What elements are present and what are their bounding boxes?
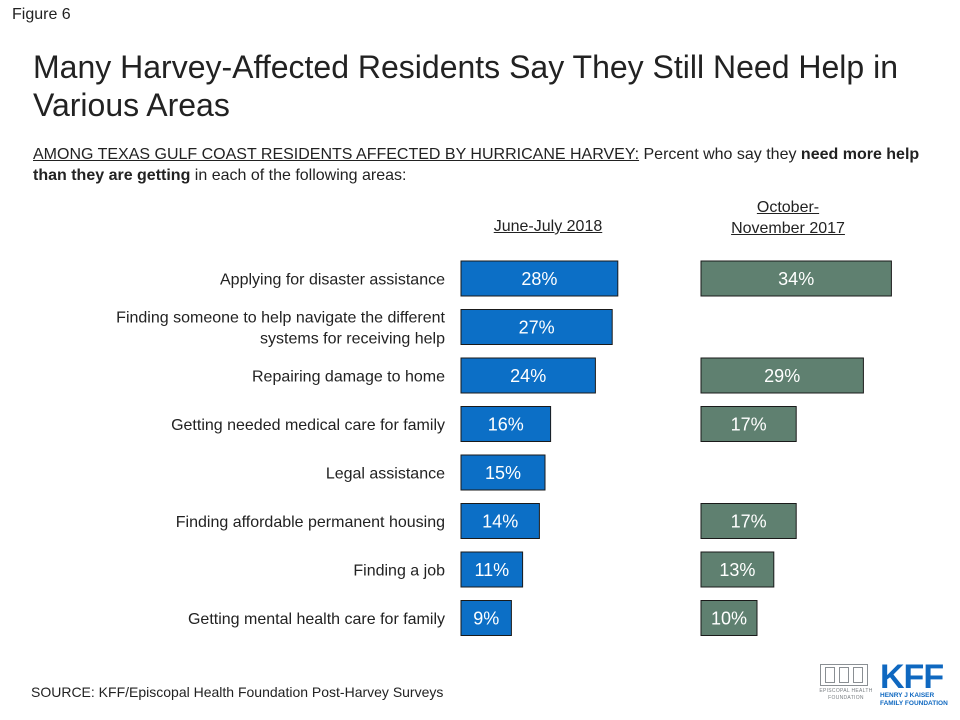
- category-label: Repairing damage to home: [252, 369, 445, 386]
- category-label: Getting needed medical care for family: [171, 417, 445, 434]
- category-label-line: Finding someone to help navigate the dif…: [116, 310, 445, 327]
- category-label-line: Legal assistance: [326, 466, 445, 483]
- series-2-header: October- November 2017: [690, 197, 886, 239]
- series-2-header-line-1: October-: [756, 199, 820, 216]
- data-label-series-1: 28%: [521, 269, 557, 289]
- data-label-series-2: 10%: [711, 609, 747, 629]
- data-label-series-1: 27%: [519, 318, 555, 338]
- category-label: Legal assistance: [326, 466, 445, 483]
- data-label-series-1: 24%: [510, 366, 546, 386]
- data-label-series-2: 17%: [731, 415, 767, 435]
- source-note: SOURCE: KFF/Episcopal Health Foundation …: [31, 684, 444, 700]
- category-label: Getting mental health care for family: [188, 611, 445, 628]
- category-label: Finding someone to help navigate the dif…: [116, 310, 445, 348]
- data-label-series-1: 11%: [474, 560, 509, 580]
- kff-logo-mark: KFF: [880, 658, 944, 696]
- category-label-line: systems for receiving help: [260, 331, 445, 348]
- ehf-logo: EPISCOPAL HEALTH FOUNDATION: [818, 664, 872, 708]
- category-label-line: Applying for disaster assistance: [220, 272, 445, 289]
- series-2-header-line-2: November 2017: [731, 220, 845, 237]
- ehf-logo-text: EPISCOPAL HEALTH FOUNDATION: [819, 688, 873, 701]
- bar-series-2: [700, 357, 864, 394]
- bar-series-1: [460, 503, 540, 539]
- category-label-line: Getting mental health care for family: [188, 611, 445, 628]
- bar-series-2: [700, 503, 797, 539]
- bar-series-1: [460, 309, 613, 345]
- bar-series-1: [460, 551, 524, 588]
- subtitle-bold: need more help than they are getting: [33, 146, 920, 184]
- data-label-series-1: 9%: [473, 609, 499, 629]
- data-label-series-2: 17%: [731, 512, 767, 532]
- data-label-series-2: 13%: [719, 560, 755, 580]
- bar-series-2: [700, 551, 775, 588]
- kff-logo: KFF HENRY J KAISER FAMILY FOUNDATION: [880, 658, 952, 712]
- data-label-series-1: 16%: [488, 415, 524, 435]
- category-label: Applying for disaster assistance: [220, 272, 445, 289]
- subtitle-text-2: in each of the following areas:: [190, 167, 407, 184]
- category-label-line: Getting needed medical care for family: [171, 417, 445, 434]
- figure-label: Figure 6: [12, 6, 71, 23]
- category-label-line: Repairing damage to home: [252, 369, 445, 386]
- bar-series-2: [700, 260, 892, 297]
- category-label-line: Finding affordable permanent housing: [176, 514, 445, 531]
- bar-series-1: [460, 454, 546, 491]
- bar-series-2: [700, 600, 758, 636]
- category-label-line: Finding a job: [353, 563, 445, 580]
- bar-series-1: [460, 260, 619, 297]
- category-label: Finding a job: [353, 563, 445, 580]
- chart-title: Many Harvey-Affected Residents Say They …: [33, 49, 898, 123]
- bar-series-1: [460, 357, 596, 394]
- category-label: Finding affordable permanent housing: [176, 514, 445, 531]
- subtitle-lead: AMONG TEXAS GULF COAST RESIDENTS AFFECTE…: [33, 146, 640, 163]
- bar-series-1: [460, 600, 512, 636]
- series-1-header: June-July 2018: [493, 218, 603, 235]
- subtitle-text-1: Percent who say they: [639, 146, 801, 163]
- data-label-series-2: 34%: [778, 269, 814, 289]
- data-label-series-2: 29%: [764, 366, 800, 386]
- bar-series-2: [700, 406, 797, 442]
- chart-subtitle: AMONG TEXAS GULF COAST RESIDENTS AFFECTE…: [33, 144, 933, 186]
- data-label-series-1: 15%: [485, 463, 521, 483]
- bar-series-1: [460, 406, 552, 442]
- data-label-series-1: 14%: [482, 512, 518, 532]
- ehf-logo-mark: [820, 664, 868, 686]
- kff-logo-text: HENRY J KAISER FAMILY FOUNDATION: [880, 692, 948, 707]
